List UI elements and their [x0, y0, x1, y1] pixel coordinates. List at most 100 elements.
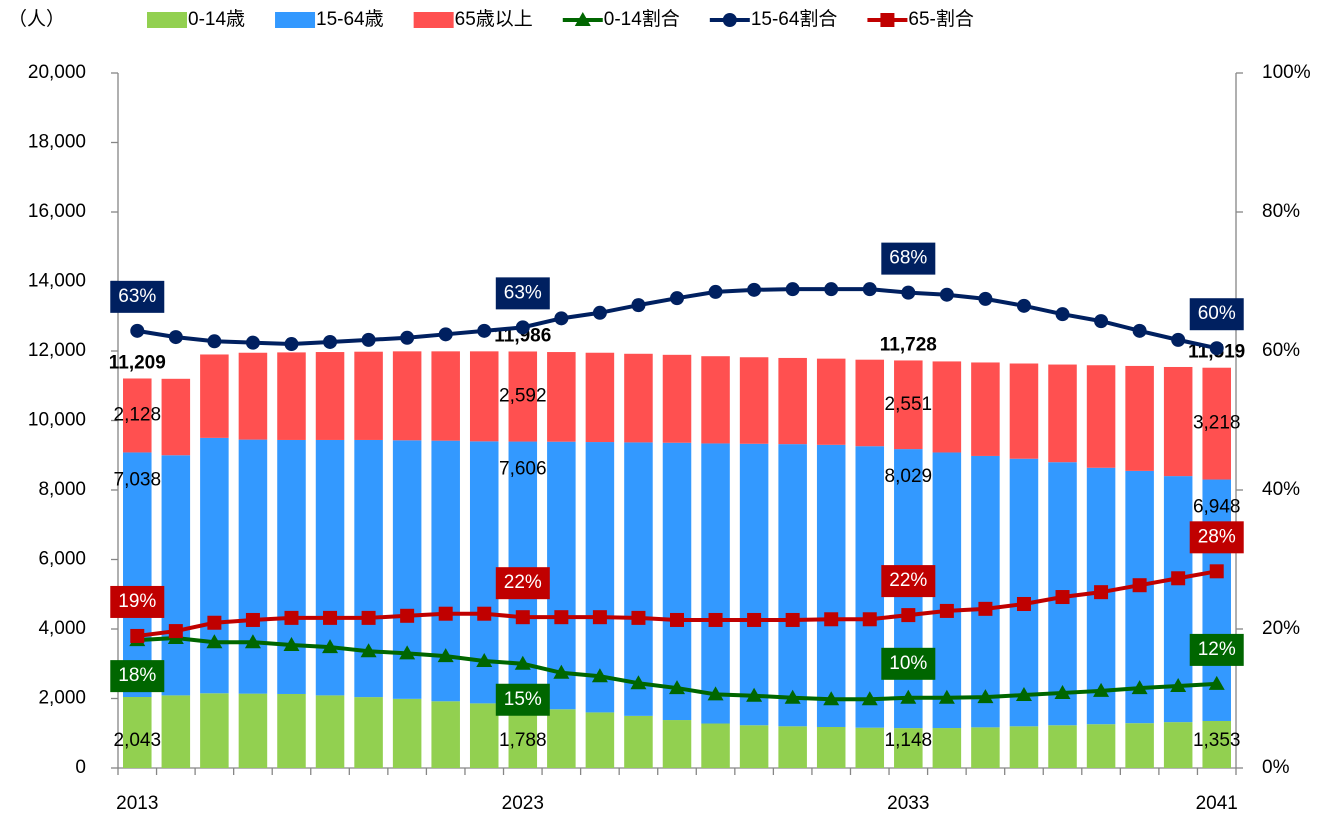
bar-segment: [238, 352, 268, 440]
line-marker: [978, 291, 993, 306]
line-marker: [245, 335, 260, 350]
line-marker: [708, 284, 723, 299]
legend-marker: [574, 12, 591, 26]
bar-segment: [662, 442, 692, 721]
bar-segment: [855, 727, 885, 768]
legend-marker: [722, 13, 737, 27]
y-tick-label: 12,000: [28, 340, 86, 361]
bar-segment: [816, 726, 846, 768]
y-tick-label: 18,000: [28, 132, 86, 153]
line-marker: [323, 334, 338, 349]
bar-value-label: 7,606: [499, 459, 547, 480]
line-marker: [554, 610, 569, 625]
bar-segment: [1009, 726, 1039, 768]
line-marker: [361, 332, 376, 347]
bar-value-label: 3,218: [1193, 413, 1241, 434]
line-value-label: 12%: [1198, 639, 1236, 660]
line-value-label: 10%: [889, 653, 927, 674]
line-marker: [515, 320, 530, 335]
bar-segment: [816, 358, 846, 445]
line-marker: [477, 323, 492, 338]
line-marker: [1131, 680, 1148, 695]
line-marker: [900, 689, 917, 704]
total-label: 11,728: [880, 334, 937, 355]
line-marker: [360, 643, 377, 658]
line-marker: [399, 645, 416, 660]
bar-segment: [932, 452, 962, 729]
line-marker: [1055, 307, 1070, 322]
bar-segment: [662, 354, 692, 443]
bar-segment: [701, 443, 730, 724]
bar-value-label: 1,353: [1193, 730, 1241, 751]
legend-swatch: [275, 12, 316, 28]
bar-segment: [932, 361, 962, 453]
bar-value-label: 2,551: [885, 394, 933, 415]
bar-segment: [161, 455, 191, 696]
bar-segment: [392, 351, 422, 441]
line-marker: [747, 612, 762, 627]
bar-segment: [123, 452, 152, 698]
legend-swatch: [147, 12, 187, 28]
x-tick-label: 2013: [116, 793, 158, 814]
bar-value-label: 2,592: [499, 386, 547, 407]
bar-segment: [624, 353, 653, 443]
line-marker: [1054, 684, 1071, 699]
line-marker: [1209, 341, 1224, 356]
bar-segment: [508, 351, 538, 442]
bar-segment: [469, 351, 499, 442]
bar-segment: [624, 442, 653, 716]
bar-segment: [1009, 363, 1039, 459]
bar-segment: [238, 439, 268, 694]
x-tick-label: 2033: [887, 793, 929, 814]
bar-segment: [392, 440, 422, 699]
line-marker: [669, 680, 685, 695]
bar-segment: [277, 693, 306, 768]
bar-segment: [778, 444, 807, 727]
line-marker: [1093, 682, 1110, 697]
bar-segment: [1086, 724, 1116, 768]
bar-segment: [277, 439, 306, 694]
line-marker: [476, 652, 493, 667]
bar-segment: [1202, 720, 1231, 768]
bar-segment: [315, 352, 345, 440]
bar-segment: [161, 378, 191, 456]
bar-value-label: 7,038: [114, 469, 162, 490]
bar-segment: [701, 356, 730, 444]
bar-value-label: 2,043: [114, 730, 162, 751]
line-marker: [284, 337, 299, 352]
bar-segment: [778, 357, 807, 445]
line-marker: [977, 689, 994, 704]
line-marker: [130, 628, 145, 643]
line-marker: [400, 608, 415, 623]
bar-segment: [585, 352, 615, 443]
line-marker: [747, 282, 762, 297]
line-marker: [1055, 590, 1070, 605]
y-tick-label: 16,000: [28, 201, 86, 222]
line-marker: [785, 282, 800, 297]
bar-segment: [894, 728, 923, 768]
line-marker: [1208, 675, 1225, 690]
y-tick-label: 14,000: [28, 271, 86, 292]
line-marker: [554, 311, 569, 326]
line-marker: [824, 612, 839, 627]
y-tick-label: 20,000: [28, 62, 86, 83]
y-axis-unit: （人）: [8, 8, 65, 30]
line-value-label: 22%: [889, 570, 927, 591]
line-marker: [1094, 585, 1109, 600]
line-marker: [631, 298, 646, 313]
line-marker: [592, 610, 607, 625]
line-marker: [400, 330, 415, 345]
line-label-box: [495, 683, 550, 716]
bar-value-label: 2,128: [114, 404, 162, 425]
bar-segment: [855, 359, 885, 447]
bar-segment: [277, 352, 306, 440]
bar-segment: [547, 441, 576, 710]
line-marker: [824, 282, 839, 297]
line-label-box: [1189, 633, 1244, 666]
legend-label: 15-64歳: [316, 8, 384, 30]
line-marker: [708, 612, 723, 627]
line-marker: [785, 612, 800, 627]
line-value-label: 15%: [504, 689, 542, 710]
line-label-box: [1189, 298, 1244, 331]
line-marker: [437, 648, 454, 663]
